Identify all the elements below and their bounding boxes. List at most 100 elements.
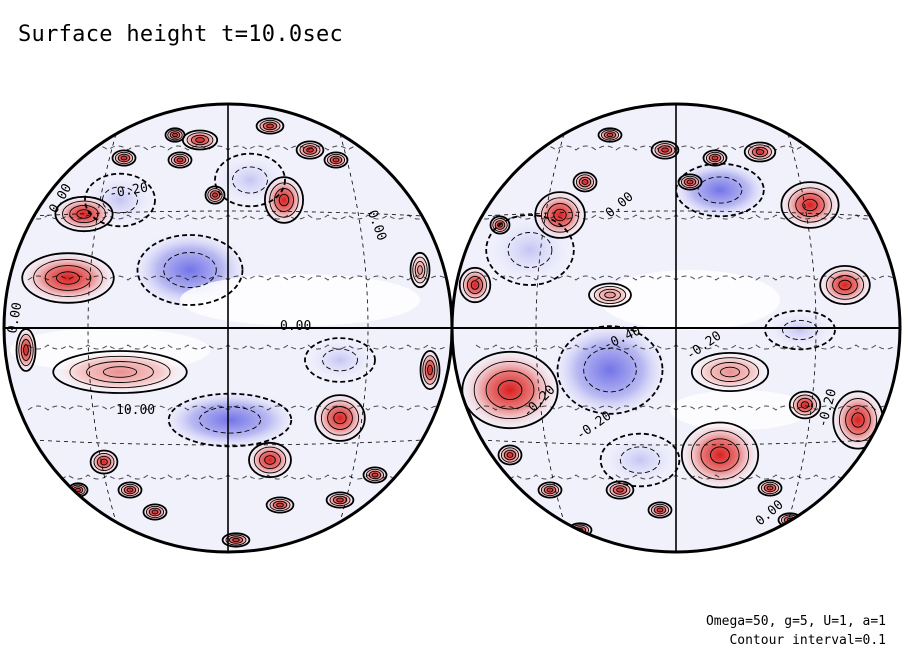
right-globe-outline xyxy=(450,102,902,554)
right-contours xyxy=(458,127,897,538)
positive-contour xyxy=(190,134,210,146)
positive-contour xyxy=(600,129,620,141)
positive-contour xyxy=(365,468,385,482)
positive-contour xyxy=(117,481,143,499)
positive-contour xyxy=(553,208,567,222)
positive-contour xyxy=(117,153,131,163)
negative-contour xyxy=(697,176,743,204)
negative-contour xyxy=(27,344,449,350)
positive-contour xyxy=(264,455,276,465)
positive-contour xyxy=(253,446,287,474)
positive-contour xyxy=(212,192,218,198)
positive-contour xyxy=(424,360,436,380)
contour-label: 0.00 xyxy=(5,301,25,334)
positive-contour xyxy=(572,171,598,193)
positive-contour xyxy=(248,441,292,479)
positive-contour xyxy=(422,355,438,385)
positive-contour xyxy=(800,401,810,409)
positive-contour xyxy=(690,430,750,480)
positive-contour xyxy=(20,339,32,361)
positive-contour xyxy=(825,270,865,300)
positive-contour xyxy=(503,449,517,461)
positive-contour xyxy=(123,485,137,495)
positive-contour xyxy=(207,188,223,202)
parameters-note: Omega=50, g=5, U=1, a=1 Contour interval… xyxy=(706,612,886,650)
positive-contour xyxy=(743,141,777,163)
positive-contour xyxy=(489,215,511,235)
positive-contour xyxy=(412,256,428,284)
negative-contour xyxy=(232,166,268,194)
positive-contour xyxy=(336,497,344,503)
positive-contour xyxy=(332,157,340,163)
positive-contour xyxy=(417,265,423,275)
positive-contour xyxy=(266,123,274,129)
positive-contour xyxy=(272,500,288,510)
positive-contour xyxy=(62,200,106,228)
positive-contour xyxy=(76,209,92,219)
positive-contour xyxy=(788,390,822,420)
positive-contour xyxy=(708,153,722,163)
positive-contour xyxy=(755,149,765,155)
positive-contour xyxy=(661,147,669,153)
positive-contour xyxy=(427,364,433,376)
positive-contour xyxy=(700,357,760,387)
positive-contour xyxy=(763,483,777,493)
contour-label: 10.00 xyxy=(116,403,155,418)
positive-contour xyxy=(326,153,346,167)
positive-contour xyxy=(164,127,186,143)
positive-contour xyxy=(221,532,251,548)
negative-contour xyxy=(764,309,836,351)
positive-contour xyxy=(604,291,616,299)
positive-contour xyxy=(120,483,140,497)
positive-contour xyxy=(838,398,878,442)
positive-contour xyxy=(546,487,554,493)
negative-contour xyxy=(475,344,897,350)
positive-contour xyxy=(705,151,725,165)
negative-contour xyxy=(27,405,449,411)
positive-contour xyxy=(588,282,632,308)
positive-contour xyxy=(748,144,772,160)
positive-contour xyxy=(278,193,290,207)
positive-contour xyxy=(225,534,247,546)
positive-contour xyxy=(599,288,621,302)
positive-contour xyxy=(409,251,431,289)
positive-contour xyxy=(492,218,508,232)
positive-contour xyxy=(204,185,226,205)
positive-contour xyxy=(259,119,281,133)
positive-contour xyxy=(711,155,719,161)
positive-contour xyxy=(793,394,817,416)
positive-contour xyxy=(325,491,355,509)
positive-contour xyxy=(653,505,667,515)
positive-contour xyxy=(537,481,563,499)
positive-contour xyxy=(263,176,304,224)
negative-contour xyxy=(136,234,244,306)
negative-contour xyxy=(556,325,664,415)
positive-contour xyxy=(690,351,770,392)
positive-contour xyxy=(18,333,34,367)
positive-contour xyxy=(603,131,617,139)
positive-contour xyxy=(295,140,325,160)
negative-contour xyxy=(214,152,286,208)
negative-contour xyxy=(782,319,818,341)
positive-contour xyxy=(760,481,780,495)
positive-contour xyxy=(333,411,347,425)
positive-contour xyxy=(362,466,388,484)
positive-contour xyxy=(657,145,673,155)
negative-contour xyxy=(475,275,897,281)
positive-contour xyxy=(120,155,128,161)
positive-contour xyxy=(111,149,137,167)
negative-contour xyxy=(475,214,897,220)
positive-contour xyxy=(86,361,154,383)
positive-contour xyxy=(176,157,184,163)
positive-contour xyxy=(195,137,205,143)
left-contours xyxy=(15,117,449,548)
positive-contour xyxy=(593,285,627,305)
positive-contour xyxy=(89,449,119,475)
positive-contour xyxy=(463,271,487,299)
positive-contour xyxy=(581,179,589,185)
positive-contour xyxy=(578,176,592,188)
right-grid xyxy=(452,104,900,552)
positive-contour xyxy=(54,195,114,233)
positive-contour xyxy=(720,366,740,378)
positive-contour xyxy=(647,501,673,519)
